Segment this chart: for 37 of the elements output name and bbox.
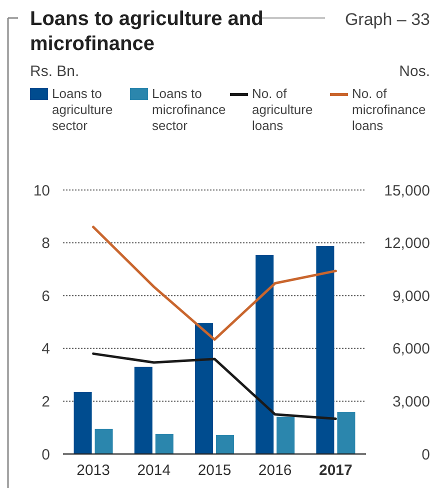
legend-label: No. of agriculture loans: [252, 86, 313, 133]
y2-tick-label: 6,000: [392, 340, 430, 358]
line-series: [92, 226, 337, 341]
y2-tick-label: 9,000: [392, 288, 430, 305]
bar: [94, 428, 113, 454]
x-tick-label: 2014: [137, 462, 171, 479]
legend-label: Loans to microfinance sector: [152, 86, 226, 133]
text: Rs. Bn.: [30, 63, 80, 80]
text: Nos.: [399, 63, 430, 80]
bar: [316, 246, 334, 454]
y-tick-label: 2: [42, 393, 50, 410]
x-tick-label: 2015: [198, 462, 232, 479]
y2-tick-label: 15,000: [384, 182, 430, 200]
y-tick-label: 0: [42, 446, 50, 464]
bar: [195, 323, 213, 454]
bar: [155, 434, 174, 454]
bar: [276, 416, 295, 454]
y-tick-label: 10: [33, 182, 50, 200]
y-tick-label: 8: [42, 235, 50, 252]
text: Graph – 33: [344, 10, 430, 29]
y2-tick-label: 3,000: [392, 393, 430, 410]
chart-title: Loans to agriculture and microfinance: [30, 8, 264, 55]
x-tick-label: 2017: [319, 462, 352, 479]
y2-tick-label: 0: [422, 446, 430, 464]
legend-label: No. of microfinance loans: [352, 86, 426, 133]
legend-label: Loans to agriculture sector: [52, 86, 113, 133]
bar: [134, 366, 152, 454]
y-tick-label: 6: [42, 288, 50, 305]
bar: [74, 392, 92, 454]
bar: [216, 434, 234, 454]
x-tick-label: 2016: [258, 462, 292, 479]
line-series: [92, 352, 337, 420]
y-tick-label: 4: [42, 340, 50, 358]
bar: [256, 254, 274, 454]
x-tick-label: 2013: [76, 462, 110, 479]
bar: [337, 412, 356, 454]
y2-tick-label: 12,000: [384, 235, 430, 252]
